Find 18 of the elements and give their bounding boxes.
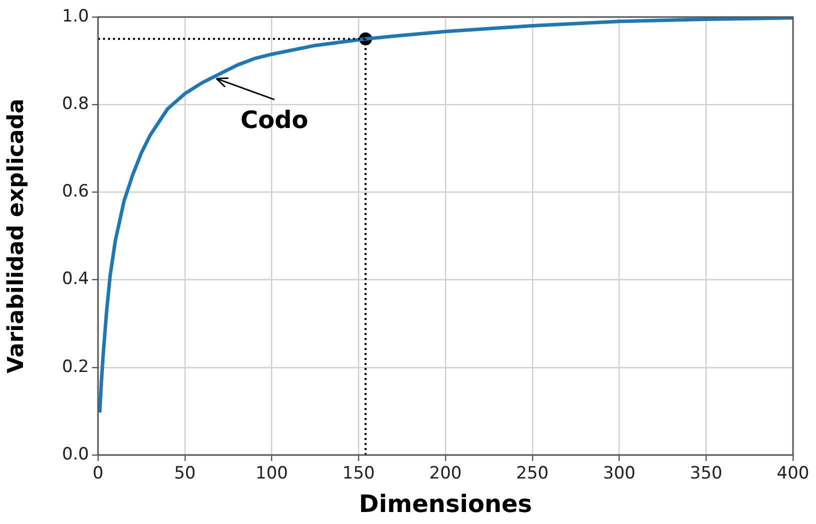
annotation: Codo bbox=[240, 106, 308, 134]
x-tick-label: 250 bbox=[516, 464, 549, 484]
y-tick-label: 0.8 bbox=[62, 94, 89, 114]
x-tick-label: 350 bbox=[690, 464, 722, 484]
x-tick-label: 50 bbox=[174, 464, 196, 484]
x-tick-label: 100 bbox=[256, 464, 288, 484]
x-tick-label: 200 bbox=[429, 464, 462, 484]
y-tick-label: 0.2 bbox=[62, 356, 89, 377]
x-tick-label: 0 bbox=[92, 464, 104, 484]
y-axis-title: Variabilidad explicada bbox=[4, 98, 29, 374]
x-tick-label: 150 bbox=[342, 464, 375, 484]
x-axis-title: Dimensiones bbox=[358, 490, 532, 518]
x-tick-label: 400 bbox=[776, 464, 810, 484]
y-tick-label: 0.0 bbox=[62, 444, 89, 464]
x-tick-label: 300 bbox=[603, 464, 636, 484]
y-tick-label: 1.0 bbox=[62, 6, 89, 26]
y-tick-label: 0.4 bbox=[62, 269, 89, 290]
y-tick-label: 0.6 bbox=[62, 182, 89, 202]
